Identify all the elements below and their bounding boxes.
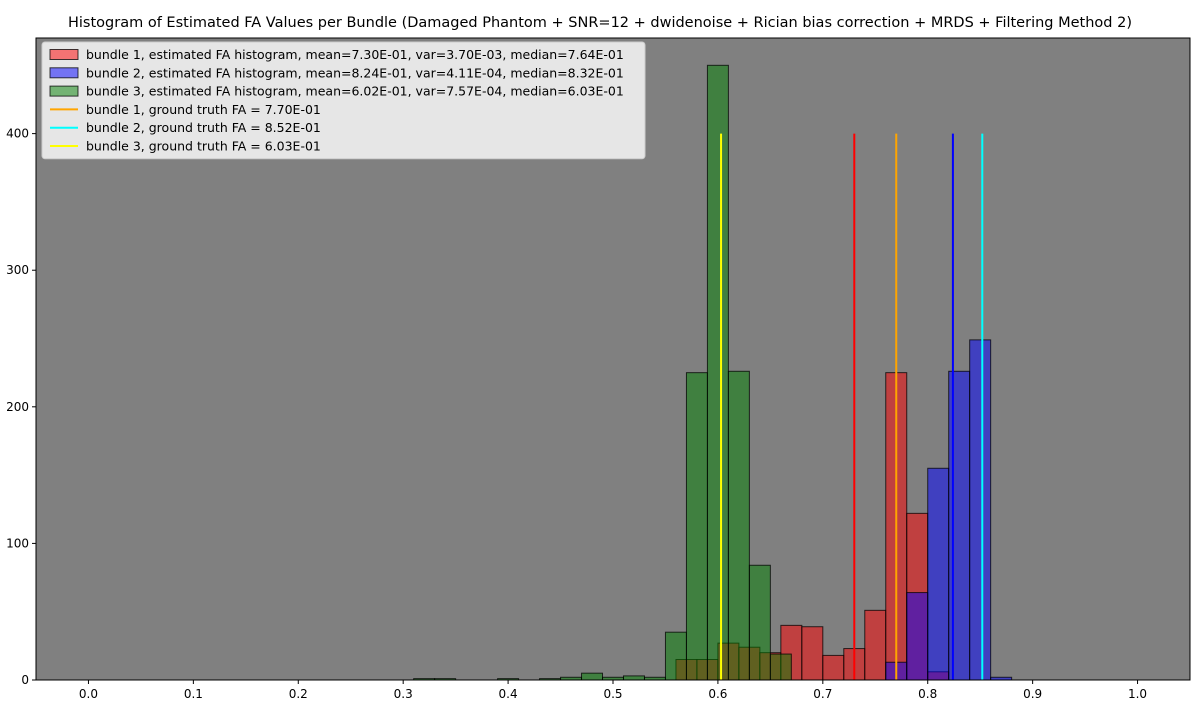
x-tick-label: 0.0 bbox=[79, 687, 98, 701]
x-axis: 0.0 0.1 0.2 0.3 0.4 0.5 0.6 0.7 0.8 0.9 1.0 bbox=[79, 680, 1147, 701]
legend-swatch bbox=[49, 67, 79, 79]
histogram-bar-bundle-2 bbox=[948, 370, 971, 681]
legend-label: bundle 3, estimated FA histogram, mean=6… bbox=[86, 84, 624, 99]
x-tick-label: 0.5 bbox=[603, 687, 622, 701]
legend-label: bundle 2, ground truth FA = 8.52E-01 bbox=[86, 120, 321, 135]
legend-label: bundle 1, estimated FA histogram, mean=7… bbox=[86, 47, 624, 62]
x-tick-label: 0.4 bbox=[499, 687, 518, 701]
legend-label: bundle 3, ground truth FA = 6.03E-01 bbox=[86, 139, 321, 154]
x-tick-label: 0.2 bbox=[289, 687, 308, 701]
y-tick-label: 100 bbox=[6, 536, 29, 550]
histogram-bar-bundle-3 bbox=[664, 631, 687, 681]
legend-label: bundle 1, ground truth FA = 7.70E-01 bbox=[86, 102, 321, 117]
histogram-bar-bundle-3 bbox=[748, 564, 771, 681]
ground-truth-lines bbox=[720, 133, 984, 680]
histogram-bar-bundle-1 bbox=[801, 626, 824, 681]
legend-swatch bbox=[49, 49, 79, 60]
histogram-bar-bundle-2 bbox=[906, 592, 929, 681]
histogram-bar-bundle-3 bbox=[769, 653, 792, 681]
histogram-bar-bundle-3 bbox=[706, 64, 729, 681]
x-tick-label: 0.8 bbox=[918, 687, 937, 701]
histogram-bar-bundle-3 bbox=[685, 372, 708, 681]
histogram-bar-bundle-3 bbox=[622, 675, 645, 681]
histogram-bar-bundle-1 bbox=[864, 609, 887, 681]
x-tick-label: 0.7 bbox=[813, 687, 832, 701]
x-tick-label: 0.9 bbox=[1023, 687, 1042, 701]
histogram-bar-bundle-1 bbox=[822, 654, 845, 681]
y-axis: 0 100 200 300 400 bbox=[6, 127, 36, 687]
legend-label: bundle 2, estimated FA histogram, mean=8… bbox=[86, 65, 624, 80]
y-tick-label: 400 bbox=[6, 127, 29, 141]
histogram-bar-bundle-2 bbox=[927, 467, 950, 681]
x-tick-label: 0.6 bbox=[708, 687, 727, 701]
y-tick-label: 300 bbox=[6, 263, 29, 277]
histogram-bar-bundle-3 bbox=[727, 370, 750, 681]
y-tick-label: 0 bbox=[21, 673, 29, 687]
legend: bundle 1, estimated FA histogram, mean=7… bbox=[41, 41, 646, 160]
legend-box bbox=[41, 41, 646, 160]
histogram-bar-bundle-2 bbox=[969, 339, 992, 681]
y-tick-label: 200 bbox=[6, 400, 29, 414]
histogram-bars bbox=[413, 64, 1013, 681]
legend-swatch bbox=[49, 85, 79, 97]
chart-title: Histogram of Estimated FA Values per Bun… bbox=[68, 15, 1132, 31]
x-tick-label: 0.3 bbox=[394, 687, 413, 701]
histogram-bar-bundle-3 bbox=[581, 672, 604, 681]
x-tick-label: 1.0 bbox=[1128, 687, 1147, 701]
x-tick-label: 0.1 bbox=[184, 687, 203, 701]
